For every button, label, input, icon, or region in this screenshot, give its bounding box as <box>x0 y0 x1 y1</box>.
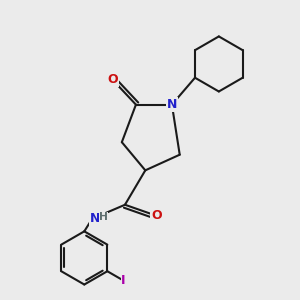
Text: I: I <box>121 274 126 287</box>
Text: H: H <box>99 212 108 222</box>
Text: O: O <box>107 73 118 86</box>
Text: N: N <box>89 212 100 225</box>
Text: O: O <box>151 209 162 222</box>
Text: N: N <box>167 98 177 111</box>
